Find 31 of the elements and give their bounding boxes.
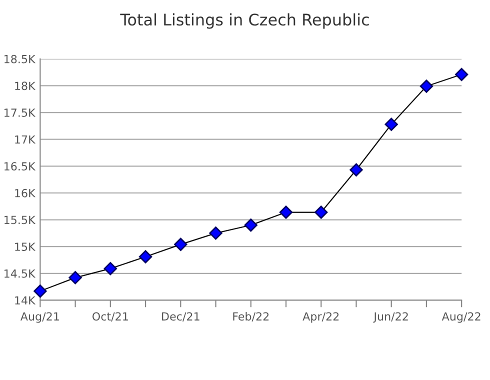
x-tick-label: Dec/21 xyxy=(162,312,200,322)
y-tick-label: 15K xyxy=(15,242,36,251)
point xyxy=(279,206,293,219)
chart-title: Total Listings in Czech Republic xyxy=(120,13,369,29)
x-tick-label: Feb/22 xyxy=(233,312,269,322)
y-tick-label: 18K xyxy=(15,82,36,90)
y-tick-label: 16.5K xyxy=(4,162,36,171)
x-tick-label: Aug/21 xyxy=(20,312,59,323)
point xyxy=(209,226,222,240)
y-tick-label: 14K xyxy=(15,296,36,304)
point xyxy=(384,118,398,131)
point xyxy=(314,206,328,219)
x-tick-label: Apr/22 xyxy=(302,312,339,323)
y-tick-label: 18.5K xyxy=(4,54,36,64)
point xyxy=(68,271,82,284)
point xyxy=(34,284,47,298)
y-tick-label: 16K xyxy=(15,188,36,198)
point xyxy=(174,238,188,252)
point xyxy=(454,68,468,82)
y-tick-label: 14.5K xyxy=(4,270,36,278)
point xyxy=(138,250,152,264)
x-tick-label: Oct/21 xyxy=(92,312,128,322)
point xyxy=(350,163,363,176)
point xyxy=(420,80,434,93)
point xyxy=(104,262,117,276)
y-tick-label: 17K xyxy=(15,135,36,144)
y-tick-label: 17.5K xyxy=(4,108,36,117)
point xyxy=(244,218,258,232)
y-tick-label: 15.5K xyxy=(4,216,36,224)
x-tick-label: Aug/22 xyxy=(442,312,480,323)
x-tick-label: Jun/22 xyxy=(373,312,408,323)
